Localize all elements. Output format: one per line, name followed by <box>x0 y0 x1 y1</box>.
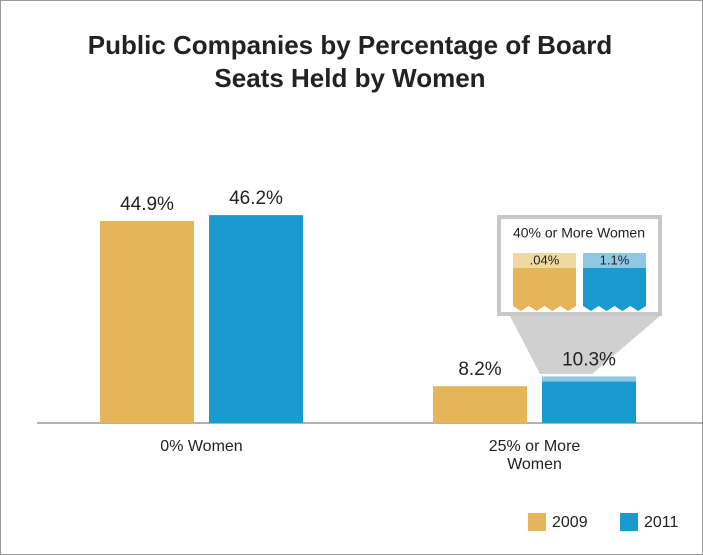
legend-label: 2009 <box>552 514 588 531</box>
title-part: Public Companies by Percentage of Board <box>88 30 612 60</box>
inset-title: 40% or More Women <box>513 225 645 241</box>
value-label: 44.9% <box>120 194 174 215</box>
bar <box>542 376 636 423</box>
legend-swatch <box>528 513 546 531</box>
title-part: Seats Held by Women <box>214 63 485 93</box>
bar <box>433 386 527 423</box>
inset-bar-top <box>513 253 576 268</box>
x-tick-label: 0% Women <box>160 438 242 455</box>
value-label: 10.3% <box>562 350 616 371</box>
inset-value-label: .04% <box>530 252 560 267</box>
label-part: 25% or More <box>489 438 581 455</box>
legend-swatch <box>620 513 638 531</box>
bar-subset <box>542 376 636 382</box>
inset-bar <box>583 268 646 311</box>
x-tick-label: 25% or More Women <box>489 438 581 473</box>
legend-label: 2011 <box>644 514 679 531</box>
inset-bar-top <box>583 253 646 268</box>
inset-callout <box>510 316 660 374</box>
bar <box>209 215 303 423</box>
inset-bar <box>513 268 576 311</box>
value-label: 46.2% <box>229 188 283 209</box>
bar <box>100 220 194 423</box>
inset-value-label: 1.1% <box>600 252 630 267</box>
value-label: 8.2% <box>458 359 501 380</box>
label-part: Women <box>507 456 562 473</box>
chart-title-line: Public Companies by Percentage of Board S… <box>88 30 612 93</box>
